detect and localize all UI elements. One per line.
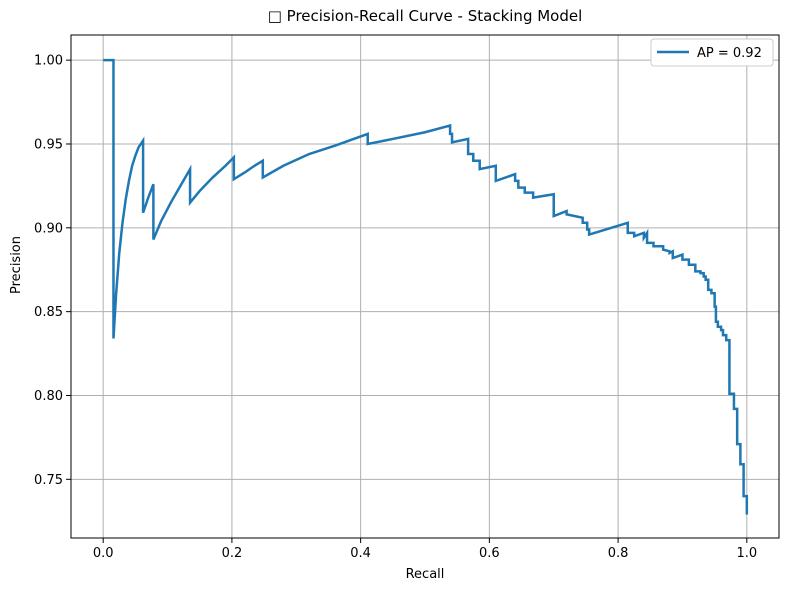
y-tick-label: 1.00: [34, 54, 63, 69]
y-tick-label: 0.75: [34, 473, 63, 488]
pr-curve-line: [103, 58, 749, 515]
x-tick-label: 1.0: [736, 546, 757, 561]
y-tick-label: 0.90: [34, 221, 63, 236]
y-axis-label: Precision: [9, 236, 24, 294]
x-axis-label: Recall: [406, 567, 445, 582]
plot-frame: [70, 34, 780, 539]
x-tick-label: 0.2: [222, 546, 243, 561]
x-tick-label: 0.4: [350, 546, 371, 561]
x-tick-label: 0.6: [479, 546, 500, 561]
y-tick-label: 0.95: [34, 137, 63, 152]
y-tick-label: 0.80: [34, 389, 63, 404]
series-layer: [103, 58, 749, 515]
legend: AP = 0.92: [650, 38, 774, 67]
y-tick-label: 0.85: [34, 305, 63, 320]
legend-label: AP = 0.92: [697, 46, 762, 61]
x-tick-label: 0.0: [93, 546, 114, 561]
grid: [71, 35, 779, 538]
ticks: 0.0 0.2 0.4 0.6 0.8 1.0 0.75 0.80 0.85 0.90 0.95 1.…: [34, 54, 757, 561]
x-tick-label: 0.8: [608, 546, 629, 561]
legend-box: [650, 38, 774, 67]
chart-title: □ Precision-Recall Curve - Stacking Mode…: [268, 7, 583, 25]
